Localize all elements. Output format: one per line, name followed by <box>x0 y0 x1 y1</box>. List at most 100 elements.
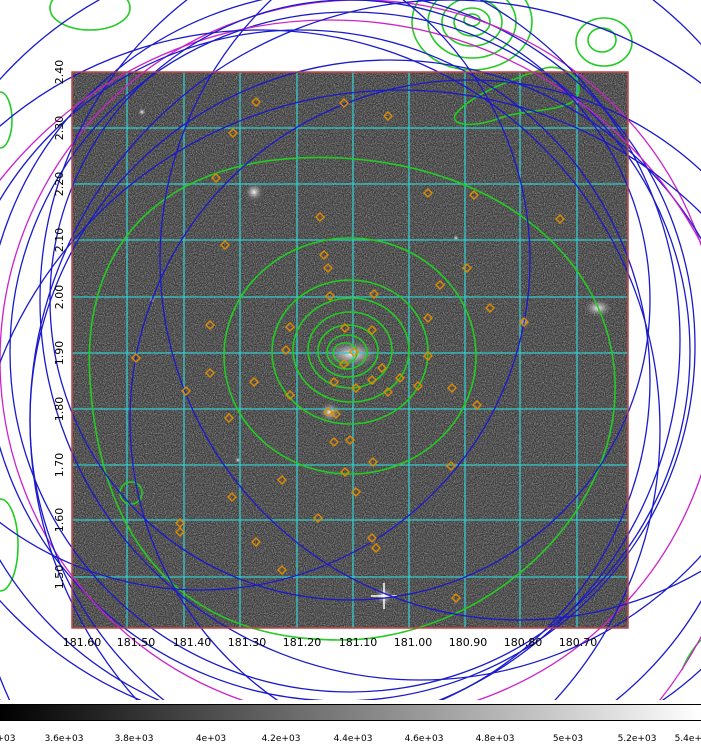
source-marker <box>325 291 335 301</box>
ra-tick-label: 180.90 <box>449 636 488 649</box>
source-marker <box>339 98 349 108</box>
source-marker <box>175 518 185 528</box>
dec-tick-label: 1.60 <box>53 508 66 533</box>
source-marker <box>423 351 433 361</box>
source-marker <box>340 323 350 333</box>
dec-tick-label: 2.00 <box>53 285 66 310</box>
colorbar-tick-label: 4.2e+03 <box>261 734 301 744</box>
source-marker <box>205 320 215 330</box>
colorbar-tick-label: 5e+03 <box>552 734 584 744</box>
ra-tick-label: 181.40 <box>173 636 212 649</box>
ra-tick-label: 181.20 <box>283 636 322 649</box>
ra-tick-label: 180.80 <box>504 636 543 649</box>
fits-image <box>72 72 628 628</box>
source-marker <box>281 345 291 355</box>
source-marker <box>469 190 479 200</box>
source-marker <box>423 313 433 323</box>
source-marker <box>485 303 495 313</box>
source-marker <box>131 353 141 363</box>
source-marker <box>383 387 393 397</box>
source-marker <box>367 325 377 335</box>
ra-tick-label: 181.30 <box>228 636 267 649</box>
dec-tick-label: 1.70 <box>53 453 66 478</box>
star-upper-left <box>245 183 263 201</box>
colorbar[interactable] <box>0 704 701 721</box>
dec-tick-label: 1.80 <box>53 397 66 422</box>
source-marker <box>413 381 423 391</box>
source-marker <box>249 377 259 387</box>
source-marker <box>205 368 215 378</box>
dec-tick-label: 1.90 <box>53 341 66 366</box>
source-marker <box>277 475 287 485</box>
ra-tick-label: 180.70 <box>559 636 598 649</box>
colorbar-tick-label: 5.4e+03 <box>674 734 701 744</box>
ra-tick-label: 181.10 <box>339 636 378 649</box>
dec-tick-label: 2.20 <box>53 172 66 197</box>
ra-axis-labels: 181.60 181.50 181.40 181.30 181.20 181.10 181.… <box>63 636 598 649</box>
source-marker <box>371 543 381 553</box>
source-marker <box>323 407 333 417</box>
colorbar-tick-label: 4e+03 <box>195 734 227 744</box>
colorbar-tick-label: 5.2e+03 <box>617 734 657 744</box>
source-marker <box>251 537 261 547</box>
source-marker <box>395 373 405 383</box>
source-marker <box>519 317 529 327</box>
source-marker <box>331 409 341 419</box>
source-marker <box>462 263 472 273</box>
source-marker <box>349 347 359 357</box>
source-marker <box>319 250 329 260</box>
dec-tick-label: 2.10 <box>53 228 66 253</box>
colorbar-tick-label: 3.6e+03 <box>44 734 84 744</box>
source-marker <box>339 359 349 369</box>
source-marker <box>367 533 377 543</box>
source-marker <box>345 435 355 445</box>
source-marker <box>227 492 237 502</box>
colorbar-tick-label: 4.6e+03 <box>404 734 444 744</box>
dec-tick-label: 1.50 <box>53 565 66 590</box>
source-marker <box>472 400 482 410</box>
colorbar-tick-label: 3.4e+03 <box>0 734 16 744</box>
source-marker <box>351 487 361 497</box>
source-marker <box>451 593 461 603</box>
dec-tick-label: 2.40 <box>53 60 66 85</box>
dec-tick-label: 2.30 <box>53 116 66 141</box>
source-marker <box>329 437 339 447</box>
source-marker <box>175 527 185 537</box>
source-marker <box>313 513 323 523</box>
ra-tick-label: 181.50 <box>117 636 156 649</box>
source-marker <box>447 383 457 393</box>
source-marker <box>315 212 325 222</box>
source-marker <box>211 173 221 183</box>
source-marker <box>383 111 393 121</box>
source-markers <box>131 97 565 603</box>
source-marker <box>555 214 565 224</box>
source-marker <box>369 289 379 299</box>
colorbar-tick-label: 3.8e+03 <box>114 734 154 744</box>
ra-tick-label: 181.00 <box>394 636 433 649</box>
ra-tick-label: 181.60 <box>63 636 102 649</box>
source-marker <box>351 383 361 393</box>
source-marker <box>446 461 456 471</box>
source-marker <box>367 375 377 385</box>
source-marker <box>435 280 445 290</box>
source-marker <box>423 188 433 198</box>
source-marker <box>368 457 378 467</box>
source-marker <box>323 263 333 273</box>
source-marker <box>224 413 234 423</box>
dec-axis-labels: 2.40 2.30 2.20 2.10 2.00 1.90 1.80 1.70 1.60 1.50 <box>53 60 66 590</box>
source-marker <box>377 363 387 373</box>
source-marker <box>251 97 261 107</box>
image-frame <box>71 71 629 629</box>
source-marker <box>340 467 350 477</box>
source-marker <box>220 240 230 250</box>
source-marker <box>285 322 295 332</box>
colorbar-labels: 3.4e+03 3.6e+03 3.8e+03 4e+03 4.2e+03 4.4e+03… <box>0 734 701 748</box>
source-marker <box>228 128 238 138</box>
source-marker <box>285 390 295 400</box>
source-marker <box>277 565 287 575</box>
colorbar-tick-label: 4.8e+03 <box>475 734 515 744</box>
source-marker <box>181 386 191 396</box>
colorbar-tick-label: 4.4e+03 <box>333 734 373 744</box>
